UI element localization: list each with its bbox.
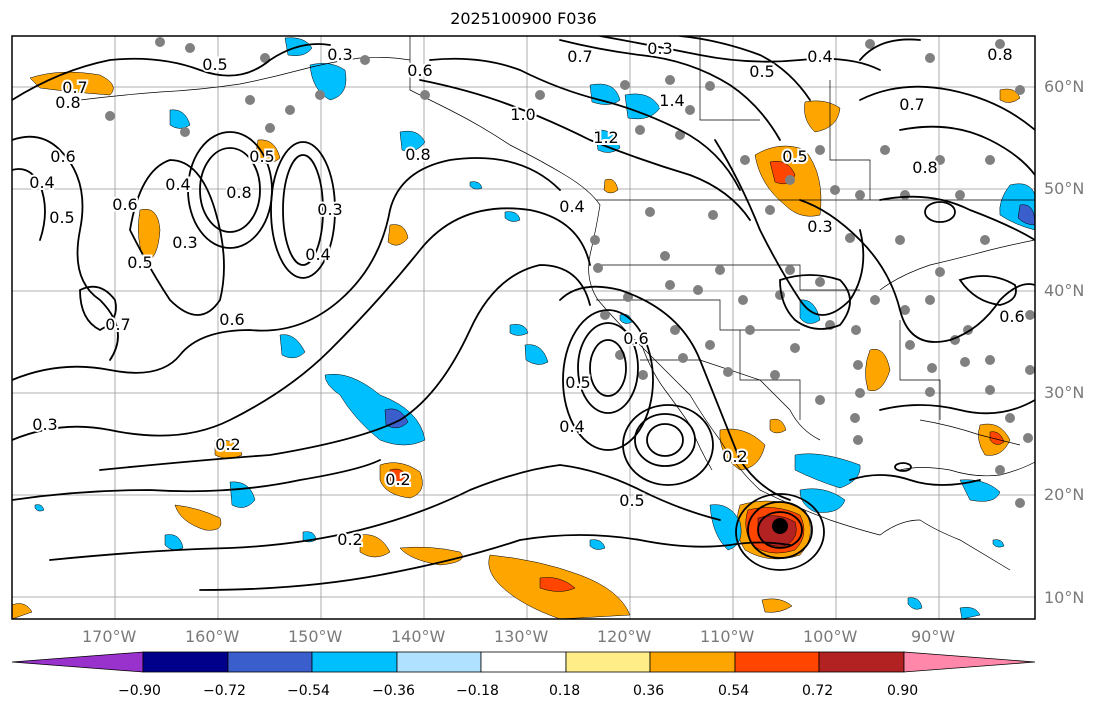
- contour-label: 0.4: [165, 175, 190, 194]
- latitude-label: 30°N: [1044, 383, 1085, 402]
- colorbar-segment: [649, 651, 736, 673]
- longitude-label: 100°W: [803, 627, 858, 646]
- contour-label: 0.2: [337, 530, 362, 549]
- colorbar-tick-label: −0.54: [287, 683, 330, 699]
- colorbar-tick-label: 0.18: [549, 683, 581, 699]
- colorbar-tick-label: −0.90: [118, 683, 161, 699]
- contour-label: 0.2: [215, 435, 240, 454]
- contour-label: 0.8: [405, 145, 430, 164]
- latitude-label: 50°N: [1044, 179, 1085, 198]
- colorbar: [11, 651, 1036, 673]
- colorbar-tick-label: 0.90: [887, 683, 919, 699]
- contour-label: 0.3: [317, 200, 342, 219]
- colorbar-segment: [734, 651, 820, 673]
- contour-label: 1.0: [510, 105, 535, 124]
- map-content: 0.7 0.8 0.6 0.4 0.5 0.6 0.3 0.5 0.7 0.6 …: [12, 36, 1035, 619]
- colorbar-tick-label: 0.36: [633, 683, 665, 699]
- contour-label: 0.5: [619, 491, 644, 510]
- map-title: 2025100900 F036: [450, 9, 597, 28]
- contour-label: 0.8: [226, 183, 251, 202]
- contour-label: 0.3: [327, 45, 352, 64]
- latitude-label: 40°N: [1044, 281, 1085, 300]
- contour-label: 0.8: [55, 93, 80, 112]
- contour-label: 0.2: [385, 470, 410, 489]
- latitude-label: 20°N: [1044, 485, 1085, 504]
- contour-label: 0.6: [50, 147, 75, 166]
- contour-label: 0.3: [807, 217, 832, 236]
- station-markers: [105, 37, 1035, 508]
- contour-label: 0.5: [782, 147, 807, 166]
- colorbar-tick-label: −0.72: [203, 683, 246, 699]
- latitude-label: 60°N: [1044, 77, 1085, 96]
- contour-label: 0.3: [32, 415, 57, 434]
- longitude-label: 130°W: [494, 627, 549, 646]
- longitude-label: 90°W: [911, 627, 956, 646]
- contour-lines: [12, 36, 1035, 591]
- contour-label: 0.5: [127, 253, 152, 272]
- contour-label: 0.3: [172, 233, 197, 252]
- longitude-label: 140°W: [391, 627, 446, 646]
- colorbar-segment: [565, 651, 651, 673]
- contour-label: 0.5: [249, 147, 274, 166]
- coastlines: [79, 36, 1035, 571]
- longitude-label: 110°W: [700, 627, 755, 646]
- colorbar-extend-low: [11, 651, 144, 673]
- contour-label: 0.7: [899, 95, 924, 114]
- contour-label: 0.7: [105, 315, 130, 334]
- colorbar-segment: [480, 651, 567, 673]
- longitude-label: 170°W: [82, 627, 137, 646]
- contour-label: 0.5: [749, 62, 774, 81]
- contour-label: 0.6: [219, 310, 244, 329]
- colorbar-segment: [142, 651, 229, 673]
- colorbar-segment: [311, 651, 398, 673]
- contour-label: 0.7: [62, 78, 87, 97]
- colorbar-tick-label: −0.18: [456, 683, 499, 699]
- contour-label: 0.4: [29, 173, 54, 192]
- colorbar-tick-label: 0.54: [718, 683, 750, 699]
- contour-label: 0.5: [49, 208, 74, 227]
- longitude-label: 120°W: [597, 627, 652, 646]
- latitude-label: 10°N: [1044, 588, 1085, 607]
- map-frame: [11, 35, 1036, 620]
- contour-label: 0.6: [407, 61, 432, 80]
- contour-label: 0.6: [623, 329, 648, 348]
- contour-label: 0.4: [807, 47, 832, 66]
- colorbar-tick-label: −0.36: [372, 683, 415, 699]
- contour-label: 0.8: [912, 158, 937, 177]
- colorbar-tick-label: 0.72: [802, 683, 834, 699]
- contour-label: 0.2: [722, 447, 747, 466]
- contour-label: 0.6: [999, 307, 1024, 326]
- longitude-label: 150°W: [288, 627, 343, 646]
- contour-label: 0.4: [559, 417, 584, 436]
- colorbar-segment: [396, 651, 482, 673]
- colorbar-segment: [818, 651, 905, 673]
- contour-label: 0.6: [112, 195, 137, 214]
- contour-label: 0.3: [647, 39, 672, 58]
- contour-label: 0.5: [565, 373, 590, 392]
- contour-label: 0.7: [567, 47, 592, 66]
- contour-label: 0.8: [987, 45, 1012, 64]
- colorbar-extend-high: [903, 651, 1036, 673]
- contour-label: 0.4: [305, 245, 330, 264]
- longitude-label: 160°W: [185, 627, 240, 646]
- colorbar-segment: [227, 651, 313, 673]
- contour-label: 0.4: [559, 197, 584, 216]
- contour-label: 1.4: [659, 91, 684, 110]
- contour-label: 0.5: [202, 55, 227, 74]
- contour-label: 1.2: [593, 128, 618, 147]
- contour-value-labels: 0.7 0.8 0.6 0.4 0.5 0.6 0.3 0.5 0.7 0.6 …: [27, 37, 1026, 551]
- storm-center-marker: [772, 518, 788, 534]
